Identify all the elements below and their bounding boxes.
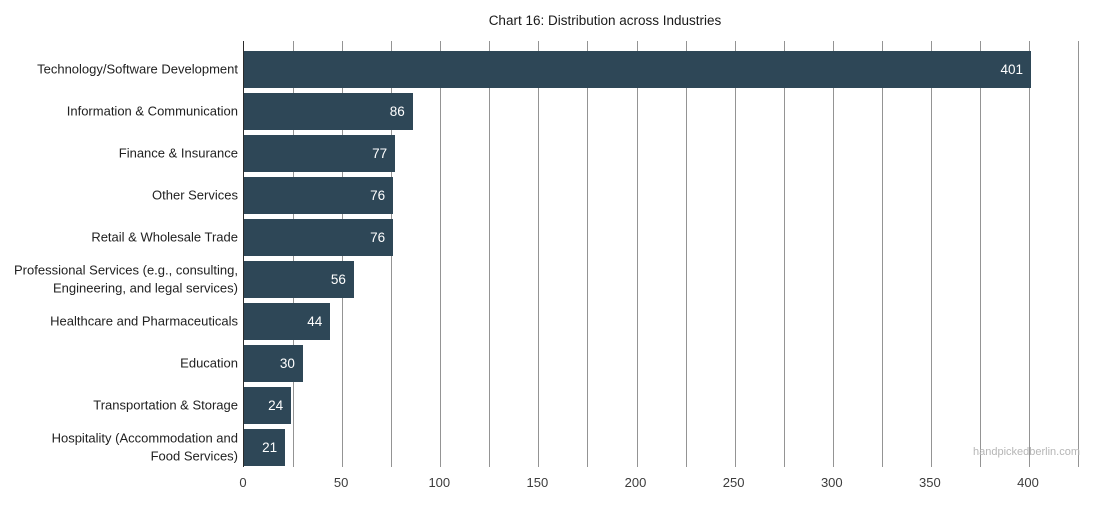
bar: 77 [244,134,396,172]
category-label: Education [180,355,238,371]
gridline [636,41,638,467]
bar-value-label: 76 [370,229,386,245]
category-label: Finance & Insurance [118,145,238,161]
bar: 44 [244,302,331,340]
x-axis-tick-label: 150 [526,475,549,490]
bar: 76 [244,176,394,214]
category-label: Information & Communication [66,103,238,119]
x-axis-tick-label: 350 [919,475,941,490]
gridline [440,41,442,467]
bar: 76 [244,218,394,256]
category-label: Transportation & Storage [93,397,238,413]
gridline [832,41,834,467]
gridline [783,41,785,467]
x-axis-tick-label: 200 [624,475,647,490]
gridline [930,41,932,467]
gridline [1029,41,1030,467]
gridline [1078,41,1080,467]
watermark: handpickedberlin.com [972,446,1080,458]
gridline [538,41,540,467]
gridline [685,41,687,467]
x-axis-tick-label: 0 [239,475,247,490]
plot-area: 401 86 77 76 76 56 44 30 24 21 [243,41,1084,467]
category-label: Retail & Wholesale Trade [91,229,238,245]
bar-value-label: 401 [1000,61,1023,77]
x-axis-tick-label: 50 [333,475,349,490]
gridline [489,41,491,467]
bar: 401 [244,50,1031,88]
gridline [734,41,736,467]
category-label: Technology/Software Development [37,61,238,77]
gridline [881,41,883,467]
category-label: Other Services [152,187,238,203]
bar-value-label: 30 [279,355,295,371]
x-axis-tick-label: 250 [722,475,745,490]
chart-title: Chart 16: Distribution across Industries [488,13,722,28]
bar: 30 [244,344,303,382]
category-label: Professional Services (e.g., consulting,… [14,262,238,296]
x-axis-tick-label: 300 [820,475,843,490]
bar: 86 [244,92,413,130]
x-axis-tick-label: 400 [1017,475,1039,490]
category-label: Healthcare and Pharmaceuticals [50,313,238,329]
bar-value-label: 21 [262,439,278,455]
bar-value-label: 56 [330,271,346,287]
bar-value-label: 76 [370,187,386,203]
bar: 21 [244,428,286,466]
gridline [979,41,981,467]
bar: 56 [244,260,354,298]
bar-value-label: 44 [307,313,323,329]
bar-value-label: 77 [372,145,388,161]
gridline [587,41,589,467]
bar-value-label: 86 [389,103,405,119]
bar-value-label: 24 [268,397,284,413]
category-label: Hospitality (Accommodation and Food Serv… [51,430,238,464]
bar: 24 [244,386,292,424]
x-axis-tick-label: 100 [428,475,451,490]
